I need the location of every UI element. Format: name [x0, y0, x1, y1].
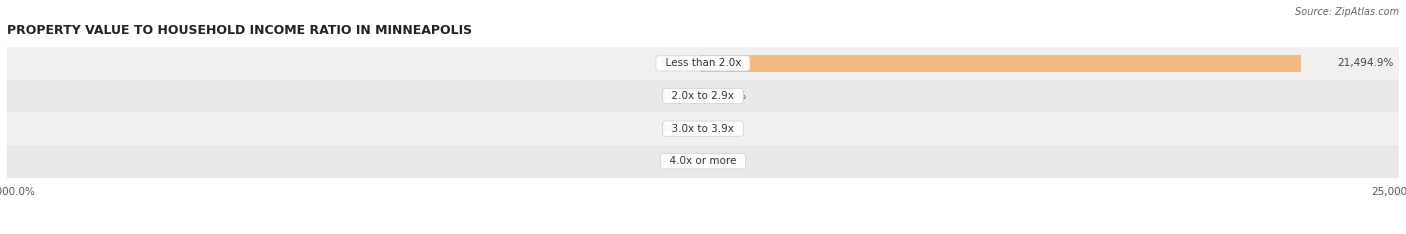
Text: 3.1%: 3.1%: [711, 156, 738, 166]
Bar: [703, 88, 704, 105]
Bar: [702, 55, 703, 72]
Bar: [703, 55, 1302, 72]
Text: Source: ZipAtlas.com: Source: ZipAtlas.com: [1295, 7, 1399, 17]
Text: PROPERTY VALUE TO HOUSEHOLD INCOME RATIO IN MINNEAPOLIS: PROPERTY VALUE TO HOUSEHOLD INCOME RATIO…: [7, 24, 472, 37]
Text: 69.3%: 69.3%: [713, 91, 747, 101]
Text: 8.1%: 8.1%: [668, 156, 695, 166]
Text: 14.4%: 14.4%: [661, 124, 695, 134]
Bar: [7, 145, 1399, 178]
Text: 7.0%: 7.0%: [711, 124, 738, 134]
Text: 2.0x to 2.9x: 2.0x to 2.9x: [665, 91, 741, 101]
Bar: [7, 80, 1399, 112]
Bar: [7, 47, 1399, 80]
Bar: [7, 112, 1399, 145]
Text: Less than 2.0x: Less than 2.0x: [658, 58, 748, 68]
Text: 15.7%: 15.7%: [661, 91, 695, 101]
Text: 4.0x or more: 4.0x or more: [664, 156, 742, 166]
Text: 3.0x to 3.9x: 3.0x to 3.9x: [665, 124, 741, 134]
Text: 21,494.9%: 21,494.9%: [1337, 58, 1393, 68]
Text: 61.9%: 61.9%: [659, 58, 693, 68]
